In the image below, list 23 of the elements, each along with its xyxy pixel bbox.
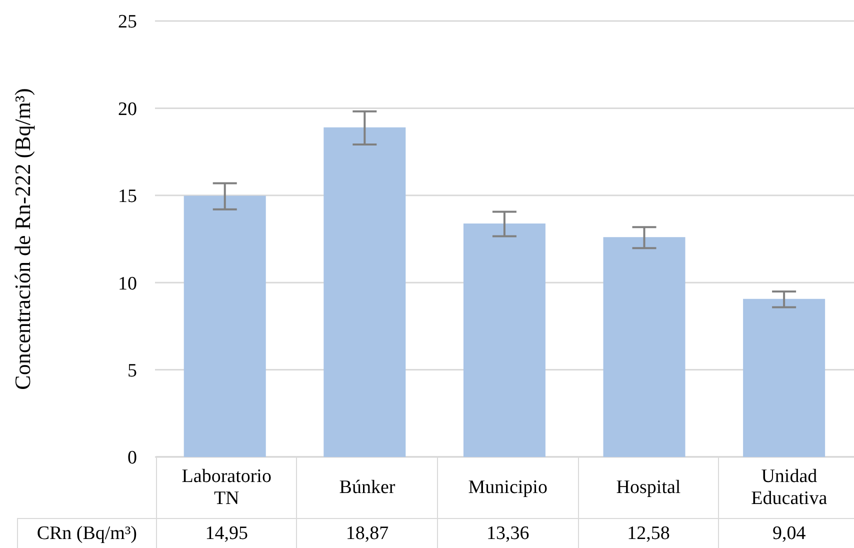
x-tick-label: Hospital xyxy=(578,456,719,518)
y-tick-label: 20 xyxy=(118,98,137,120)
data-label: 14,95 xyxy=(156,518,297,548)
data-label: 12,58 xyxy=(578,518,719,548)
y-tick-label: 15 xyxy=(118,186,137,208)
y-tick-label: 25 xyxy=(118,12,137,33)
bar xyxy=(743,298,826,457)
data-label: 9,04 xyxy=(718,518,854,548)
text: CRn (Bq/m³) xyxy=(18,518,156,548)
bar xyxy=(324,127,406,457)
x-tick-label: Unidad Educativa xyxy=(718,456,854,518)
y-tick-label: 10 xyxy=(118,273,137,294)
y-axis-title: Concentración de Rn-222 (Bq/m³) xyxy=(10,88,35,390)
x-tick-label: Municipio xyxy=(438,456,578,518)
data-label: 13,36 xyxy=(438,518,578,548)
bar xyxy=(463,224,546,457)
data-label: 18,87 xyxy=(296,518,438,548)
bar xyxy=(184,196,266,457)
y-tick-label: 0 xyxy=(128,448,137,469)
y-tick-label: 5 xyxy=(128,360,137,382)
bar xyxy=(603,237,686,457)
x-tick-label: Búnker xyxy=(296,456,438,518)
x-tick-label: Laboratorio TN xyxy=(156,456,297,518)
